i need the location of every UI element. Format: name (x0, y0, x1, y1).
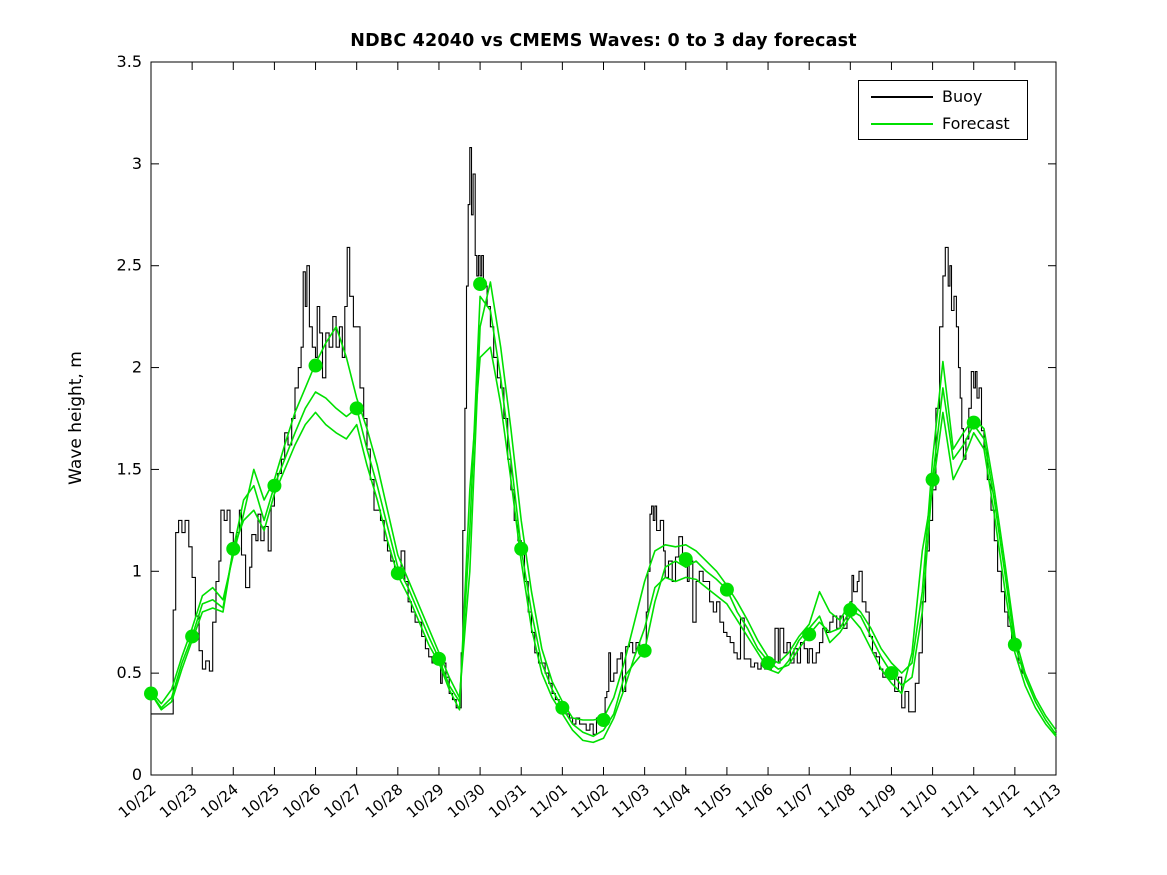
series-forecast-run-1 (150, 346, 1057, 744)
forecast-marker (596, 712, 611, 727)
forecast-marker (185, 629, 200, 644)
tick-labels: 10/2210/2310/2410/2510/2610/2710/2810/29… (115, 52, 1065, 822)
buoy-line-swatch (871, 95, 933, 98)
y-tick-label: 0 (132, 765, 142, 784)
forecast-marker (678, 552, 693, 567)
x-tick-label: 11/13 (1020, 780, 1065, 822)
forecast-marker (226, 541, 241, 556)
x-tick-label: 11/08 (814, 780, 859, 822)
y-tick-label: 3.5 (117, 52, 142, 71)
forecast-marker (802, 627, 817, 642)
forecast-marker (431, 651, 446, 666)
series-layer (144, 147, 1057, 744)
x-tick-label: 11/06 (732, 780, 777, 822)
legend-entry-buoy: Buoy (859, 85, 1027, 108)
forecast-marker (1007, 637, 1022, 652)
x-tick-label: 11/03 (609, 780, 654, 822)
x-tick-label: 10/27 (321, 780, 366, 822)
forecast-marker (843, 602, 858, 617)
x-tick-label: 11/04 (650, 780, 695, 822)
legend-entry-forecast: Forecast (859, 112, 1027, 135)
series-forecast-daily-markers (144, 277, 1022, 727)
forecast-marker (719, 582, 734, 597)
legend-label-forecast: Forecast (942, 114, 1010, 133)
y-tick-label: 1.5 (117, 459, 142, 478)
x-tick-label: 10/23 (156, 780, 201, 822)
y-axis-label: Wave height, m (66, 351, 86, 485)
x-tick-label: 11/09 (855, 780, 900, 822)
x-tick-label: 10/24 (197, 780, 242, 822)
forecast-marker (390, 566, 405, 581)
axes (150, 61, 1057, 776)
forecast-marker (966, 415, 981, 430)
x-tick-label: 10/30 (444, 780, 489, 822)
x-tick-label: 10/26 (279, 780, 324, 822)
x-tick-label: 11/11 (938, 780, 983, 822)
series-forecast-run-3 (150, 281, 1057, 731)
y-tick-label: 3 (132, 154, 142, 173)
x-tick-label: 11/05 (691, 780, 736, 822)
forecast-marker (267, 478, 282, 493)
x-tick-label: 11/12 (979, 780, 1024, 822)
y-tick-label: 2.5 (117, 256, 142, 275)
forecast-marker (884, 666, 899, 681)
legend-label-buoy: Buoy (942, 87, 983, 106)
forecast-marker (144, 686, 158, 701)
y-tick-label: 2 (132, 358, 142, 377)
y-tick-label: 0.5 (117, 663, 142, 682)
x-tick-label: 11/01 (526, 780, 571, 822)
x-tick-label: 10/25 (238, 780, 283, 822)
x-tick-label: 10/28 (362, 780, 407, 822)
x-tick-label: 11/07 (773, 780, 818, 822)
legend: Buoy Forecast (858, 80, 1028, 140)
x-tick-label: 10/29 (403, 780, 448, 822)
x-tick-label: 11/10 (896, 780, 941, 822)
y-tick-label: 1 (132, 561, 142, 580)
series-buoy (151, 147, 1026, 735)
forecast-marker (637, 643, 652, 658)
x-tick-label: 10/31 (485, 780, 530, 822)
forecast-marker (925, 472, 940, 487)
forecast-marker (349, 401, 364, 416)
chart-title: NDBC 42040 vs CMEMS Waves: 0 to 3 day fo… (350, 31, 857, 51)
forecast-marker (473, 277, 488, 292)
forecast-marker (761, 655, 776, 670)
x-tick-label: 11/02 (567, 780, 612, 822)
forecast-line-swatch (871, 122, 933, 125)
forecast-marker (514, 541, 529, 556)
forecast-marker (308, 358, 323, 373)
series-forecast-run-2 (150, 295, 1057, 738)
x-tick-label: 10/22 (115, 780, 160, 822)
forecast-marker (555, 700, 570, 715)
